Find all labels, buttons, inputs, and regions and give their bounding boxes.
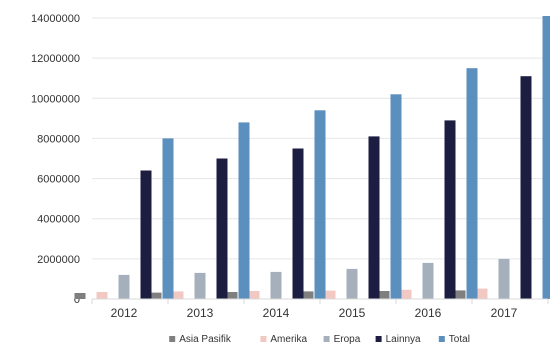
legend-item-asia-pasifik: Asia Pasifik (169, 334, 232, 345)
legend-swatch (169, 336, 176, 342)
bar-eropa-2015 (346, 268, 358, 299)
x-category-label: 2014 (263, 306, 290, 320)
x-axis: 2012 2013 2014 2015 2016 2017 (91, 298, 549, 320)
bar-amerika-2014 (248, 291, 260, 299)
legend-swatch (260, 336, 267, 342)
bar-amerika-2012 (96, 292, 108, 299)
y-tick-label: 0 (74, 294, 80, 306)
bar-total-2014 (314, 110, 326, 299)
x-category-label: 2017 (491, 306, 518, 320)
legend-label: Eropa (334, 334, 361, 345)
bar-asia-pasifik-2017 (454, 290, 466, 299)
legend: Asia Pasifik Amerika Eropa Lainnya Total (169, 334, 470, 345)
y-tick-label: 12000000 (31, 53, 80, 65)
bar-eropa-2013 (194, 272, 206, 299)
legend-label: Lainnya (386, 334, 421, 345)
y-tick-label: 10000000 (31, 93, 80, 105)
y-axis: 0 2000000 4000000 6000000 8000000 10000000 120… (31, 13, 80, 306)
legend-swatch (323, 336, 330, 342)
bar-eropa-2012 (118, 274, 130, 299)
x-category-label: 2013 (187, 306, 214, 320)
legend-item-eropa: Eropa (323, 334, 361, 345)
bar-asia-pasifik-2012 (74, 293, 86, 299)
bar-lainnya-2012 (140, 170, 152, 299)
bar-lainnya-2017 (520, 76, 532, 299)
bar-lainnya-2015 (368, 136, 380, 299)
bar-asia-pasifik-2013 (150, 292, 162, 299)
legend-label: Asia Pasifik (179, 334, 232, 345)
legend-item-lainnya: Lainnya (375, 334, 421, 345)
bar-eropa-2017 (498, 258, 510, 299)
bar-lainnya-2016 (444, 120, 456, 300)
bar-total-2013 (238, 122, 250, 300)
legend-swatch (375, 336, 382, 342)
bar-amerika-2013 (172, 291, 184, 299)
legend-item-amerika: Amerika (260, 334, 308, 345)
y-tick-label: 6000000 (37, 174, 80, 186)
bar-eropa-2014 (270, 271, 282, 299)
bar-total-2012 (162, 138, 174, 299)
bar-lainnya-2014 (292, 148, 304, 299)
bar-asia-pasifik-2014 (226, 292, 238, 299)
bar-total-2017 (542, 16, 550, 299)
legend-label: Total (449, 334, 470, 345)
bar-total-2016 (466, 68, 478, 299)
bar-amerika-2017 (476, 288, 488, 299)
bar-eropa-2016 (422, 262, 434, 299)
y-tick-label: 2000000 (37, 254, 80, 266)
bars (74, 16, 550, 300)
x-category-label: 2012 (111, 306, 138, 320)
y-tick-label: 14000000 (31, 13, 80, 25)
legend-item-total: Total (438, 334, 470, 345)
bar-asia-pasifik-2016 (378, 291, 390, 299)
bar-asia-pasifik-2015 (302, 291, 314, 299)
x-category-label: 2015 (339, 306, 366, 320)
bar-amerika-2015 (324, 290, 336, 299)
legend-swatch (438, 336, 445, 342)
y-tick-label: 4000000 (37, 214, 80, 226)
legend-label: Amerika (270, 334, 307, 345)
x-category-label: 2016 (415, 306, 442, 320)
y-tick-label: 8000000 (37, 133, 80, 145)
bar-amerika-2016 (400, 289, 412, 299)
bar-lainnya-2013 (216, 158, 228, 299)
bar-total-2015 (390, 94, 402, 299)
